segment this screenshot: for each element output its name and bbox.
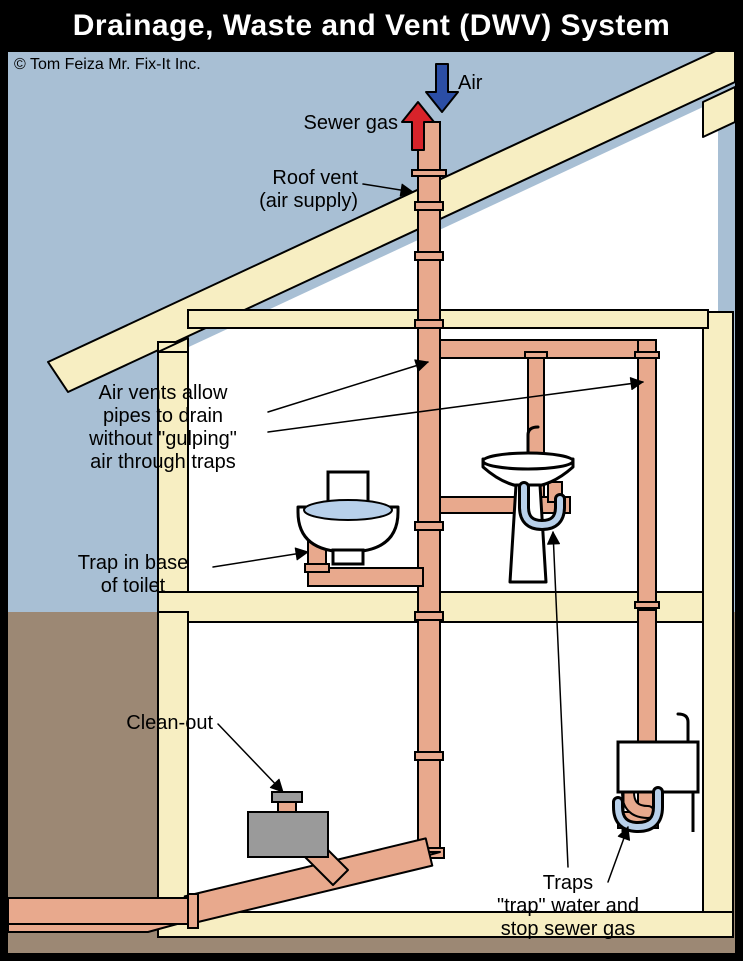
sewer-gas-label: Sewer gas: [288, 112, 398, 135]
traps-label: Traps "trap" water and stop sewer gas: [468, 872, 668, 941]
air-vents-label: Air vents allow pipes to drain without "…: [63, 382, 263, 474]
copyright-text: © Tom Feiza Mr. Fix-It Inc.: [14, 56, 201, 74]
diagram-svg: [8, 52, 735, 953]
air-label: Air: [458, 72, 482, 95]
trap-toilet-label: Trap in base of toilet: [58, 552, 208, 598]
roof-vent-label: Roof vent (air supply): [248, 167, 358, 213]
page-title: Drainage, Waste and Vent (DWV) System: [0, 0, 743, 52]
cleanout-label: Clean-out: [93, 712, 213, 735]
diagram-canvas: © Tom Feiza Mr. Fix-It Inc. Air Sewer ga…: [8, 52, 735, 953]
